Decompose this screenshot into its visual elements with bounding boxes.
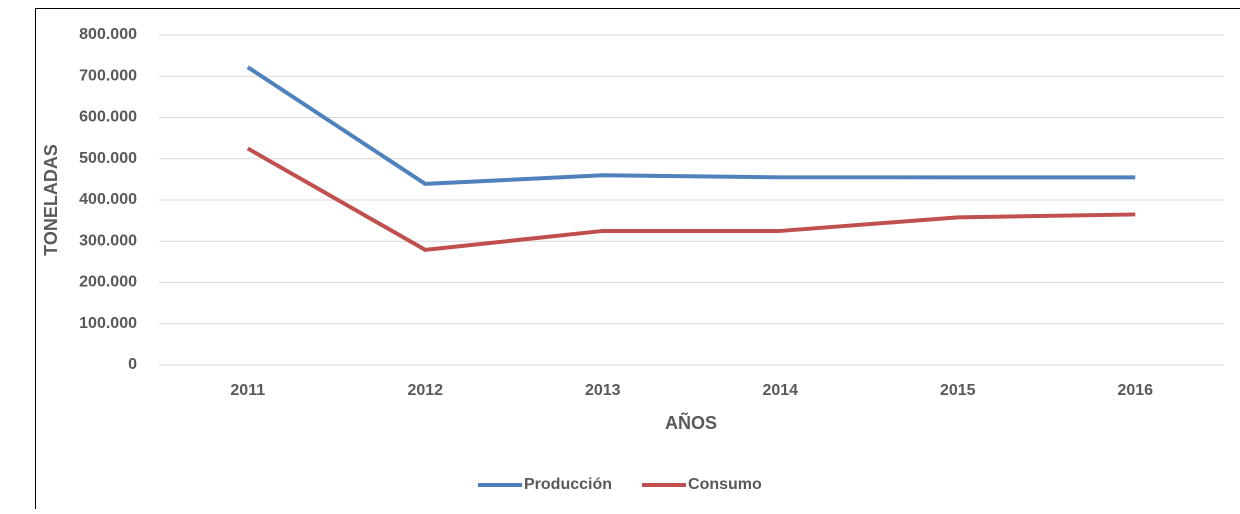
x-tick-label: 2012 — [407, 382, 443, 399]
y-tick-label: 100.000 — [79, 315, 137, 332]
legend-label: Producción — [524, 476, 612, 493]
x-tick-label: 2013 — [585, 382, 621, 399]
chart-frame — [36, 9, 1240, 510]
y-tick-label: 600.000 — [79, 109, 137, 126]
y-axis-label: TONELADAS — [41, 144, 61, 256]
y-tick-label: 500.000 — [79, 150, 137, 167]
y-tick-label: 800.000 — [79, 26, 137, 43]
x-tick-label: 2011 — [230, 382, 265, 399]
y-tick-label: 700.000 — [79, 67, 137, 84]
y-tick-label: 0 — [128, 356, 137, 373]
y-tick-label: 300.000 — [79, 232, 137, 249]
x-tick-label: 2014 — [762, 382, 798, 399]
x-axis-label: AÑOS — [665, 412, 717, 433]
x-tick-label: 2016 — [1117, 382, 1153, 399]
y-tick-label: 200.000 — [79, 274, 137, 291]
x-tick-label: 2015 — [940, 382, 976, 399]
y-tick-label: 400.000 — [79, 191, 137, 208]
legend-label: Consumo — [688, 476, 762, 493]
